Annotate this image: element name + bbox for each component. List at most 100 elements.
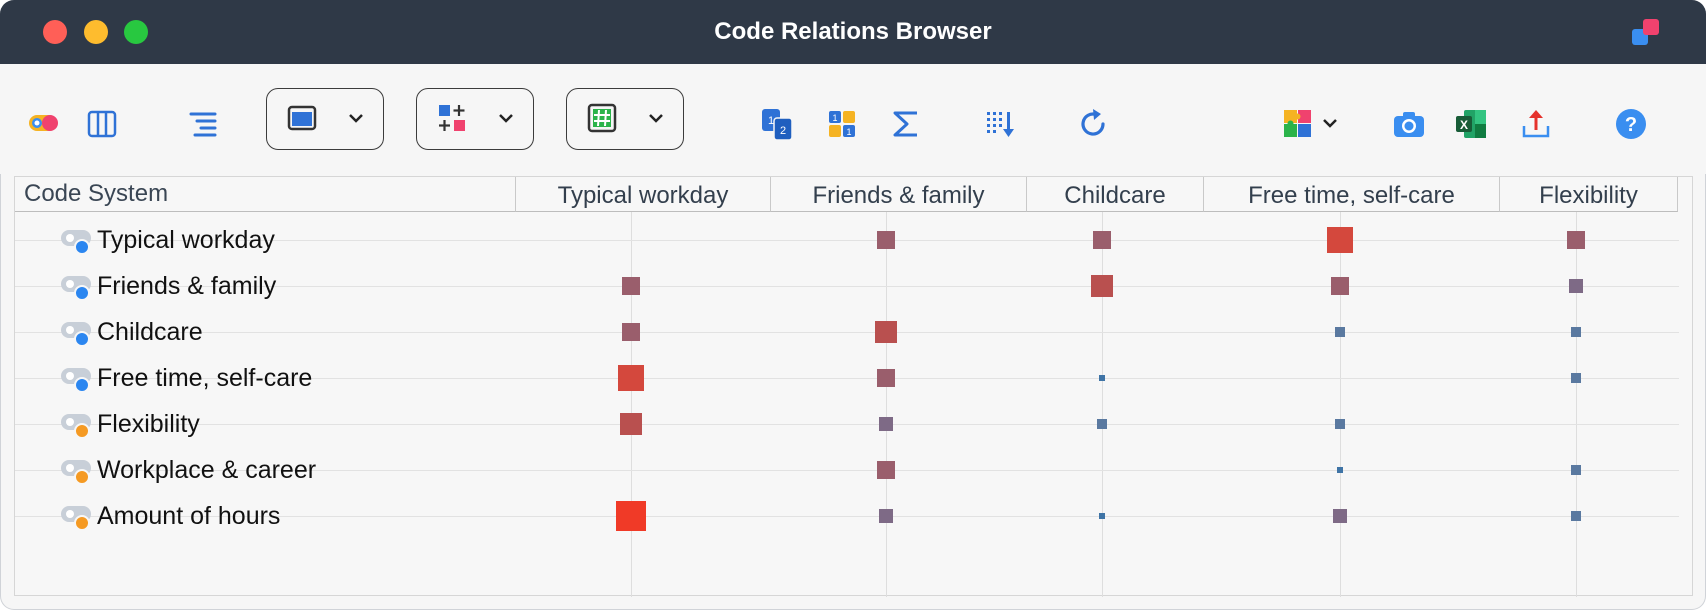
code-toggle-icon <box>61 366 95 399</box>
relation-square[interactable] <box>877 231 895 249</box>
puzzle-dropdown[interactable] <box>1282 104 1342 144</box>
relation-square[interactable] <box>877 461 895 479</box>
row-label: Typical workday <box>97 226 275 254</box>
relation-square[interactable] <box>1571 511 1581 521</box>
code-toggle-icon <box>61 274 95 307</box>
excel-icon[interactable]: X <box>1454 104 1488 144</box>
window-icon <box>287 103 317 138</box>
relation-square[interactable] <box>1569 279 1583 293</box>
relation-square[interactable] <box>1093 231 1111 249</box>
docs-icon[interactable]: 1 2 <box>760 104 794 144</box>
column-header[interactable]: Free time, self-care <box>1204 177 1500 212</box>
svg-text:?: ? <box>1625 114 1637 136</box>
hash-dropdown[interactable] <box>566 88 684 150</box>
svg-text:1: 1 <box>846 127 851 137</box>
code-toggle-icon <box>61 458 95 491</box>
row-code[interactable]: Free time, self-care <box>15 358 475 398</box>
code-system-icon[interactable] <box>28 104 60 144</box>
grid-line <box>15 516 1679 517</box>
code-toggle-icon <box>61 412 95 445</box>
header-code-system[interactable]: Code System <box>15 177 516 212</box>
relation-square[interactable] <box>622 277 640 295</box>
column-header[interactable]: Friends & family <box>771 177 1027 212</box>
grid-line <box>1102 212 1103 597</box>
grid-line <box>1340 212 1341 597</box>
relation-square[interactable] <box>1097 419 1107 429</box>
grid-line <box>1576 212 1577 597</box>
relation-square[interactable] <box>879 509 893 523</box>
grid-numbers-icon[interactable]: 1 1 <box>826 104 858 144</box>
add-codes-dropdown[interactable] <box>416 88 534 150</box>
grid-line <box>631 212 632 597</box>
refresh-icon[interactable] <box>1076 104 1110 144</box>
relation-square[interactable] <box>879 417 893 431</box>
chevron-down-icon <box>497 109 515 132</box>
code-toggle-icon <box>61 320 95 353</box>
row-label: Workplace & career <box>97 456 317 484</box>
minimize-window-button[interactable] <box>84 20 108 44</box>
relation-square[interactable] <box>1333 509 1347 523</box>
row-code[interactable]: Childcare <box>15 312 475 352</box>
grid-line <box>15 470 1679 471</box>
relation-square[interactable] <box>1099 513 1105 519</box>
window-title: Code Relations Browser <box>714 18 992 45</box>
svg-text:X: X <box>1460 118 1468 132</box>
relation-square[interactable] <box>1099 375 1105 381</box>
relation-square[interactable] <box>618 365 644 391</box>
align-list-icon[interactable] <box>188 104 220 144</box>
relation-square[interactable] <box>875 321 897 343</box>
relation-square[interactable] <box>1567 231 1585 249</box>
relation-square[interactable] <box>1571 373 1581 383</box>
relation-square[interactable] <box>1091 275 1113 297</box>
chevron-down-icon <box>647 109 665 132</box>
grid-line <box>15 332 1679 333</box>
zoom-window-button[interactable] <box>124 20 148 44</box>
hash-icon <box>587 103 617 138</box>
relation-square[interactable] <box>1571 465 1581 475</box>
columns-icon[interactable] <box>86 104 118 144</box>
svg-text:2: 2 <box>780 125 786 137</box>
row-label: Flexibility <box>97 410 200 438</box>
relation-square[interactable] <box>620 413 642 435</box>
relation-square[interactable] <box>877 369 895 387</box>
row-code[interactable]: Amount of hours <box>15 496 475 536</box>
toolbar: 1 2 1 1 <box>0 64 1706 174</box>
grid-line <box>15 378 1679 379</box>
grid-line <box>15 424 1679 425</box>
row-code[interactable]: Flexibility <box>15 404 475 444</box>
row-label: Amount of hours <box>97 502 281 530</box>
help-icon[interactable]: ? <box>1614 104 1648 144</box>
relation-square[interactable] <box>1335 419 1345 429</box>
sigma-icon[interactable] <box>890 104 922 144</box>
code-toggle-icon <box>61 228 95 261</box>
relation-square[interactable] <box>1327 227 1353 253</box>
camera-icon[interactable] <box>1392 104 1426 144</box>
row-label: Free time, self-care <box>97 364 313 392</box>
relation-square[interactable] <box>616 501 646 531</box>
relation-square[interactable] <box>1335 327 1345 337</box>
grid-line <box>886 212 887 597</box>
row-label: Childcare <box>97 318 203 346</box>
row-code[interactable]: Friends & family <box>15 266 475 306</box>
export-icon[interactable] <box>1520 104 1552 144</box>
code-toggle-icon <box>61 504 95 537</box>
relation-square[interactable] <box>1337 467 1343 473</box>
chevron-down-icon <box>347 109 365 132</box>
row-code[interactable]: Typical workday <box>15 220 475 260</box>
row-code[interactable]: Workplace & career <box>15 450 475 490</box>
code-relations-matrix: Code System Typical workday Friends & fa… <box>14 176 1693 597</box>
window-dropdown[interactable] <box>266 88 384 150</box>
svg-text:1: 1 <box>768 115 774 127</box>
title-bar: Code Relations Browser <box>0 0 1706 64</box>
column-header[interactable]: Typical workday <box>516 177 771 212</box>
grid-line <box>15 286 1679 287</box>
relation-square[interactable] <box>1571 327 1581 337</box>
relation-square[interactable] <box>1331 277 1349 295</box>
app-logo-icon <box>1630 17 1662 49</box>
close-window-button[interactable] <box>43 20 67 44</box>
column-header[interactable]: Childcare <box>1027 177 1204 212</box>
column-header[interactable]: Flexibility <box>1500 177 1678 212</box>
relation-square[interactable] <box>622 323 640 341</box>
sort-down-icon[interactable] <box>984 104 1016 144</box>
